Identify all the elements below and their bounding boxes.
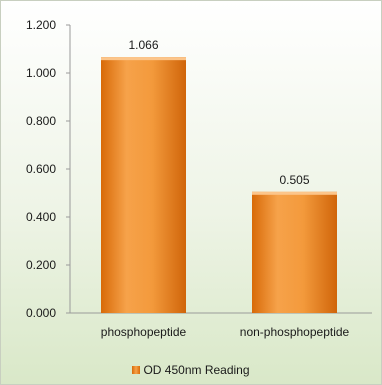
legend-swatch <box>132 366 141 374</box>
category-label: non-phosphopeptide <box>240 325 350 339</box>
bar-0 <box>101 57 186 313</box>
y-axis-ticks: 0.000 0.200 0.400 0.600 0.800 1.000 1.200 <box>26 18 70 320</box>
data-label: 0.505 <box>279 173 309 187</box>
legend-label: OD 450nm Reading <box>143 363 250 377</box>
y-tick-label: 0.200 <box>26 258 56 272</box>
data-labels: 1.066 0.505 <box>128 38 309 187</box>
bars <box>101 57 337 313</box>
legend: OD 450nm Reading <box>0 363 382 377</box>
bar-top-highlight <box>101 57 186 61</box>
category-labels: phosphopeptide non-phosphopeptide <box>101 325 350 339</box>
bar-top-highlight <box>252 191 337 195</box>
y-tick-label: 1.000 <box>26 66 56 80</box>
y-tick-label: 0.000 <box>26 306 56 320</box>
y-tick-label: 0.400 <box>26 210 56 224</box>
y-tick-label: 0.600 <box>26 162 56 176</box>
category-label: phosphopeptide <box>101 325 187 339</box>
y-tick-label: 0.800 <box>26 114 56 128</box>
data-label: 1.066 <box>128 38 158 52</box>
bar-1 <box>252 191 337 313</box>
y-tick-label: 1.200 <box>26 18 56 32</box>
